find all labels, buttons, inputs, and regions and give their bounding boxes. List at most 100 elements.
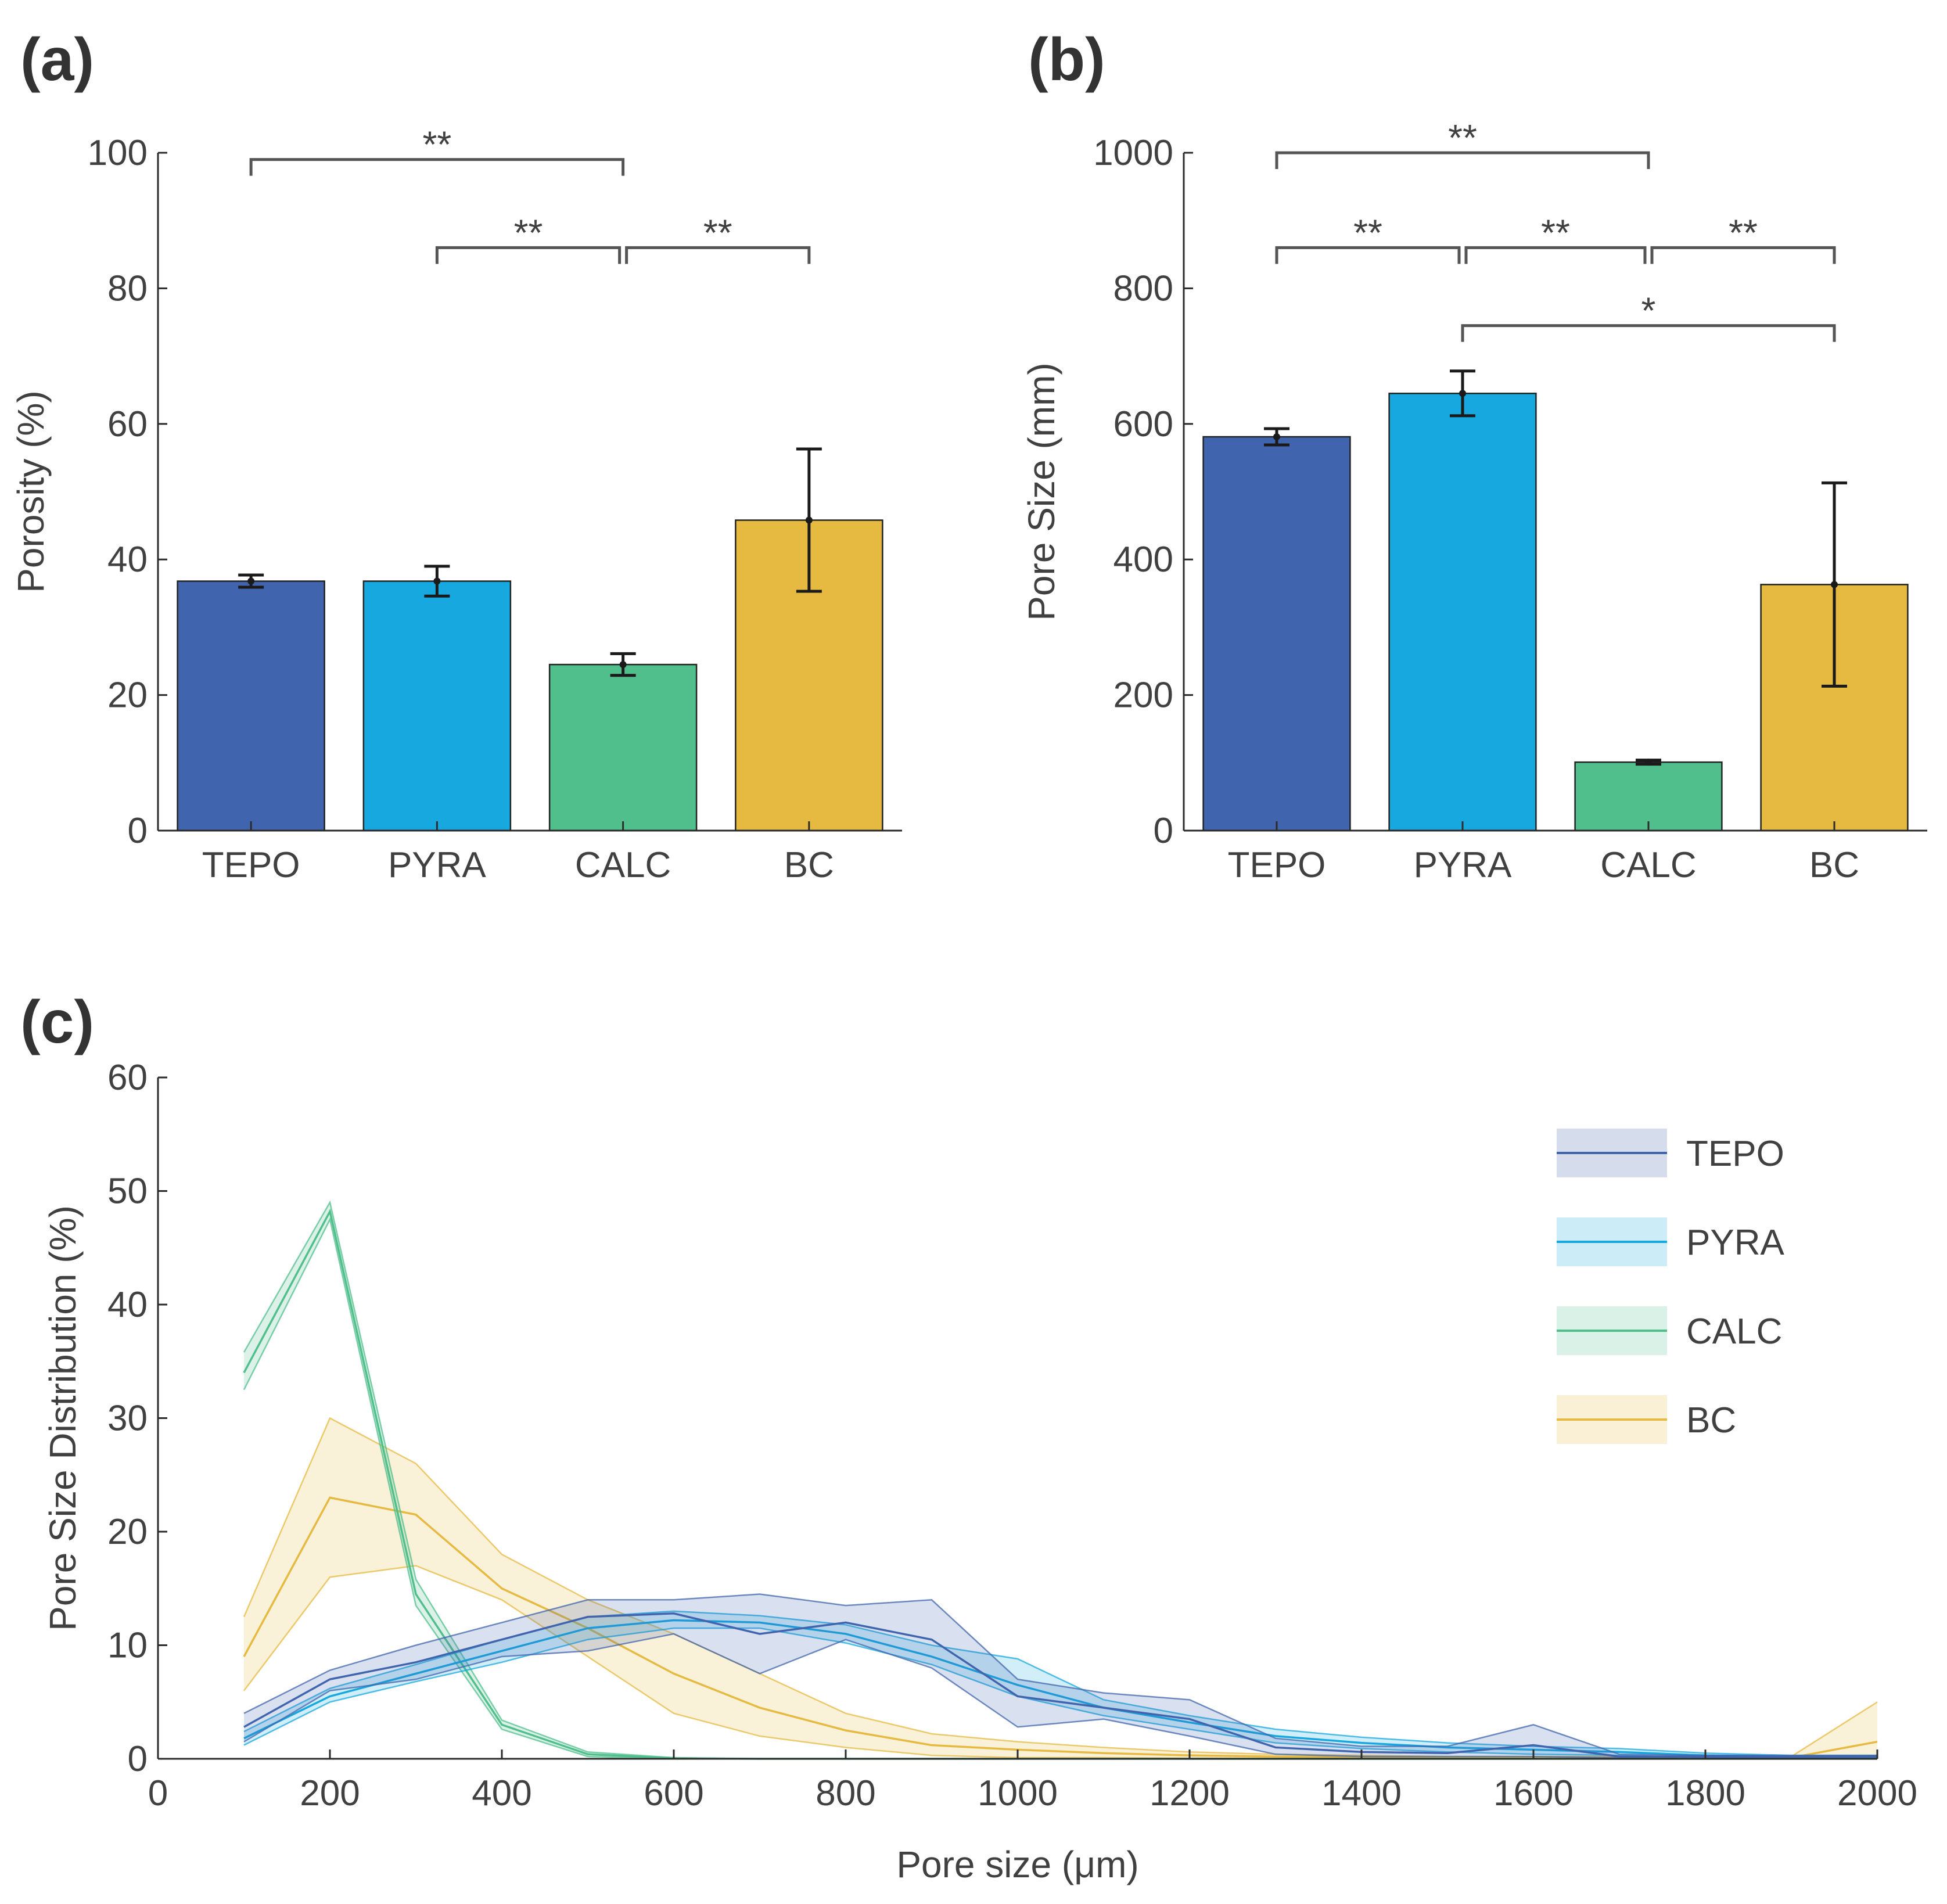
mean-marker: [247, 577, 255, 585]
panel-b-label: (b): [1028, 26, 1105, 94]
significance-bracket: **: [625, 211, 811, 264]
y-axis-title: Pore Size (mm): [1021, 362, 1062, 621]
y-tick-label: 200: [1113, 676, 1173, 716]
bc-upper-bound: [243, 1417, 1878, 1758]
x-tick-label: 1000: [978, 1773, 1058, 1813]
bar-pyra: [1388, 393, 1537, 832]
x-axis-title: Pore size (μm): [896, 1844, 1138, 1885]
calc-upper-bound: [243, 1200, 1877, 1760]
x-tick-label: 1200: [1149, 1773, 1230, 1813]
significance-label: **: [1448, 117, 1477, 159]
calc-confidence-band: [244, 1202, 1877, 1759]
y-tick-label: 60: [107, 404, 148, 444]
significance-bracket: **: [1650, 211, 1836, 264]
pyra-confidence-band: [244, 1611, 1877, 1758]
legend: TEPO PYRA CALC BC: [1557, 1129, 1784, 1444]
significance-label: **: [422, 124, 451, 166]
panel-a-label: (a): [20, 26, 94, 94]
x-tick-label: 200: [300, 1773, 360, 1813]
significance-label: **: [1541, 211, 1570, 253]
significance-label: *: [1641, 290, 1656, 332]
significance-bracket: **: [1275, 211, 1461, 264]
significance-bracket: **: [435, 211, 622, 264]
y-axis-title: Pore Size Distribution (%): [42, 1205, 84, 1631]
x-tick-label: 1800: [1665, 1773, 1745, 1813]
panel-c-label: (c): [20, 989, 94, 1056]
y-tick-label: 100: [88, 133, 148, 173]
x-tick-label: TEPO: [1228, 845, 1326, 885]
y-tick-label: 0: [1154, 811, 1173, 851]
bar-calc: [548, 663, 698, 832]
calc-mean-line: [243, 1208, 1877, 1760]
y-tick-label: 80: [107, 268, 148, 308]
y-tick-label: 400: [1113, 540, 1173, 580]
bracket-line: [1275, 246, 1461, 264]
bracket-line: [1650, 246, 1836, 264]
y-tick-label: 20: [107, 1512, 148, 1552]
y-tick-label: 800: [1113, 268, 1173, 308]
y-tick-label: 20: [107, 676, 148, 716]
bar-pyra: [362, 580, 512, 832]
significance-bracket: **: [249, 124, 625, 176]
y-tick-label: 40: [107, 540, 148, 580]
pore-size-bar-chart: 0 200 400 600 800 1000 TEPO PYRA CALC BC Pore Size…: [1021, 117, 1927, 885]
bracket-line: [435, 246, 622, 264]
x-tick-label: CALC: [1600, 845, 1696, 885]
mean-marker: [1459, 390, 1466, 397]
significance-label: **: [703, 211, 732, 253]
y-axis-title: Porosity (%): [10, 390, 52, 593]
mean-marker: [619, 661, 627, 669]
mean-marker: [805, 516, 813, 524]
significance-label: **: [1729, 211, 1758, 253]
bar-calc: [1574, 761, 1723, 832]
significance-label: **: [514, 211, 543, 253]
x-tick-label: BC: [1809, 845, 1859, 885]
x-tick-label: CALC: [575, 845, 671, 885]
y-tick-label: 30: [107, 1399, 148, 1439]
x-tick-label: BC: [784, 845, 834, 885]
y-tick-label: 0: [128, 1739, 148, 1779]
x-tick-label: TEPO: [202, 845, 300, 885]
legend-label: BC: [1686, 1400, 1736, 1440]
legend-item-bc: BC: [1557, 1395, 1736, 1444]
y-tick-label: 10: [107, 1626, 148, 1666]
tepo-upper-bound: [243, 1593, 1877, 1756]
y-tick-label: 50: [107, 1172, 148, 1212]
x-tick-label: 1400: [1321, 1773, 1402, 1813]
x-tick-label: 1600: [1493, 1773, 1574, 1813]
mean-marker: [1273, 433, 1280, 440]
legend-item-pyra: PYRA: [1557, 1217, 1784, 1266]
legend-label: CALC: [1686, 1312, 1782, 1352]
x-tick-label: 600: [644, 1773, 703, 1813]
bar-tepo: [177, 580, 325, 832]
x-tick-label: 2000: [1837, 1773, 1917, 1813]
bracket-line: [1464, 246, 1647, 264]
bracket-line: [1461, 324, 1836, 342]
x-tick-label: 400: [472, 1773, 531, 1813]
legend-label: PYRA: [1686, 1223, 1784, 1263]
mean-marker: [1645, 759, 1652, 766]
porosity-bar-chart: 0 20 40 60 80 100 TEPO PYRA CALC BC Porosity (%) **…: [10, 124, 902, 885]
bracket-line: [249, 158, 625, 176]
pyra-mean-line: [243, 1619, 1877, 1758]
x-tick-label: 800: [816, 1773, 875, 1813]
x-tick-label: PYRA: [388, 845, 486, 885]
mean-marker: [1831, 581, 1838, 588]
tepo-confidence-band: [244, 1594, 1877, 1758]
y-tick-label: 40: [107, 1285, 148, 1325]
bc-confidence-band: [244, 1418, 1877, 1759]
y-tick-label: 0: [128, 811, 148, 851]
bar-tepo: [1202, 436, 1351, 832]
tepo-lower-bound: [243, 1633, 1877, 1759]
legend-item-tepo: TEPO: [1557, 1129, 1784, 1177]
bracket-line: [625, 246, 811, 264]
y-tick-label: 1000: [1093, 133, 1173, 173]
mean-marker: [433, 577, 441, 585]
y-tick-label: 600: [1113, 404, 1173, 444]
x-tick-label: 0: [148, 1773, 168, 1813]
bracket-line: [1275, 151, 1650, 169]
significance-bracket: **: [1464, 211, 1647, 264]
x-tick-label: PYRA: [1414, 845, 1512, 885]
significance-label: **: [1353, 211, 1382, 253]
